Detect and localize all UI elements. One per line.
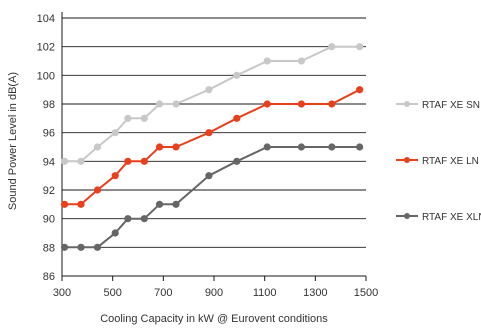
series-lines xyxy=(61,43,363,251)
data-point xyxy=(156,201,163,208)
data-point xyxy=(233,115,240,122)
data-point xyxy=(77,158,84,165)
legend-entry: RTAF XE XLN xyxy=(396,212,481,223)
data-point xyxy=(356,86,363,93)
legend-swatch-marker xyxy=(404,157,410,163)
data-point xyxy=(298,143,305,150)
data-point xyxy=(264,143,271,150)
data-point xyxy=(172,201,179,208)
data-point xyxy=(61,158,68,165)
data-point xyxy=(205,86,212,93)
legend-swatch-marker xyxy=(404,213,410,219)
data-point xyxy=(156,143,163,150)
data-point xyxy=(141,215,148,222)
y-tick-label: 102 xyxy=(37,42,55,54)
y-tick-label: 86 xyxy=(43,271,55,283)
y-tick-label: 88 xyxy=(43,242,55,254)
y-tick-label: 100 xyxy=(37,70,55,82)
y-tick-label: 96 xyxy=(43,128,55,140)
data-point xyxy=(61,244,68,251)
data-point xyxy=(94,244,101,251)
data-point xyxy=(328,100,335,107)
data-point xyxy=(141,158,148,165)
data-point xyxy=(205,129,212,136)
data-point xyxy=(124,158,131,165)
legend-entry: RTAF XE LN xyxy=(396,156,479,167)
data-point xyxy=(112,129,119,136)
x-tick-label: 700 xyxy=(154,287,172,299)
legend-entry: RTAF XE SN xyxy=(396,100,480,111)
data-point xyxy=(233,158,240,165)
data-point xyxy=(124,215,131,222)
x-tick-label: 1100 xyxy=(253,287,277,299)
data-point xyxy=(77,201,84,208)
legend-label: RTAF XE XLN xyxy=(422,212,481,223)
series-line xyxy=(65,147,360,247)
data-point xyxy=(112,172,119,179)
data-point xyxy=(61,201,68,208)
data-point xyxy=(112,229,119,236)
y-tick-label: 98 xyxy=(43,99,55,111)
data-point xyxy=(298,100,305,107)
data-point xyxy=(298,57,305,64)
data-point xyxy=(264,57,271,64)
data-point xyxy=(356,143,363,150)
x-tick-label: 900 xyxy=(205,287,223,299)
data-point xyxy=(356,43,363,50)
data-point xyxy=(77,244,84,251)
legend-swatch-marker xyxy=(404,101,410,107)
data-point xyxy=(94,186,101,193)
data-point xyxy=(172,100,179,107)
y-tick-label: 90 xyxy=(43,214,55,226)
x-tick-label: 1500 xyxy=(354,287,378,299)
x-axis-label: Cooling Capacity in kW @ Eurovent condit… xyxy=(100,313,328,325)
data-point xyxy=(156,100,163,107)
data-point xyxy=(172,143,179,150)
legend-label: RTAF XE LN xyxy=(422,156,479,167)
data-point xyxy=(328,143,335,150)
y-tick-label: 94 xyxy=(43,156,55,168)
data-point xyxy=(264,100,271,107)
data-point xyxy=(205,172,212,179)
data-point xyxy=(141,115,148,122)
series-rtaf-xe-xln xyxy=(61,143,363,251)
x-tick-label: 1300 xyxy=(303,287,327,299)
data-point xyxy=(233,72,240,79)
y-tick-label: 92 xyxy=(43,185,55,197)
legend: RTAF XE SN RTAF XE LN RTAF XE XLN xyxy=(396,100,481,223)
x-tick-label: 500 xyxy=(103,287,121,299)
data-point xyxy=(124,115,131,122)
x-tick-label: 300 xyxy=(53,287,71,299)
legend-label: RTAF XE SN xyxy=(422,100,480,111)
y-tick-label: 104 xyxy=(37,13,55,25)
data-point xyxy=(94,143,101,150)
data-point xyxy=(328,43,335,50)
y-axis-label: Sound Power Level in dB(A) xyxy=(7,72,19,210)
